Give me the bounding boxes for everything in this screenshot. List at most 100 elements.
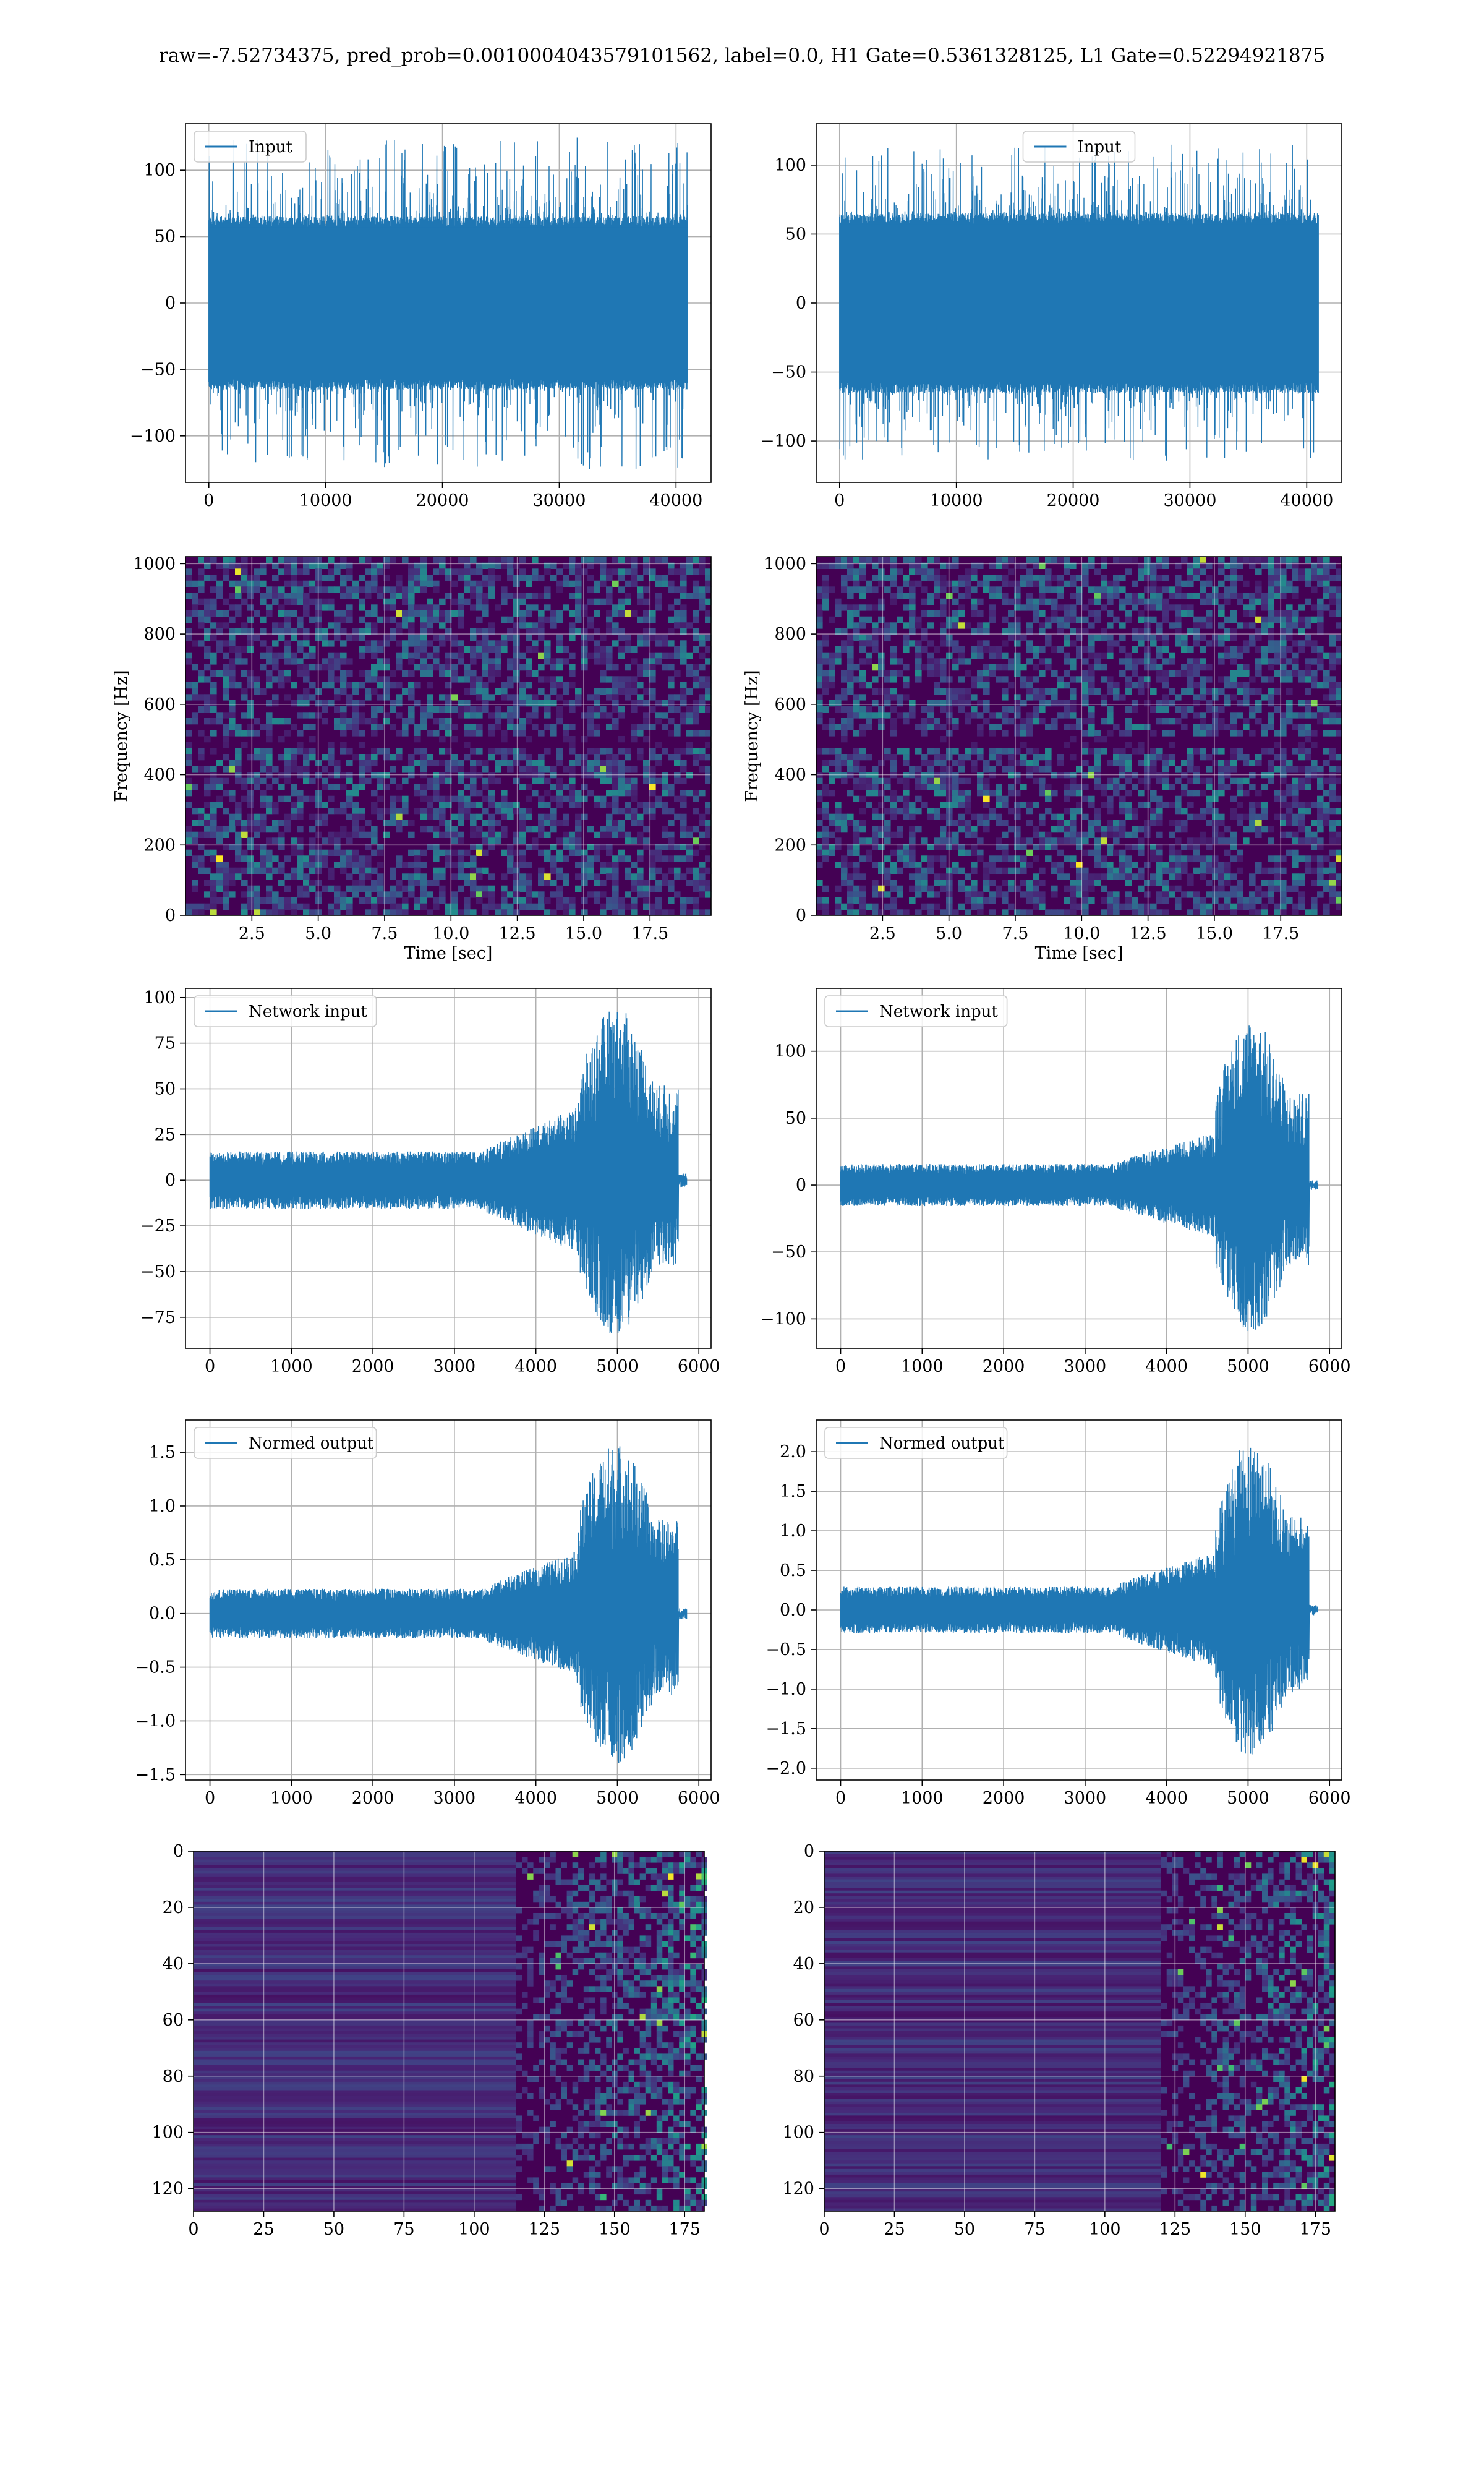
spectrogram-cell xyxy=(965,826,971,833)
spectrogram-cell xyxy=(989,724,996,730)
spectrogram-cell xyxy=(866,640,872,647)
x-tick-label: 15.0 xyxy=(565,924,602,943)
spectrogram-cell xyxy=(859,724,866,730)
spectrogram-cell xyxy=(328,658,335,665)
spectrogram-cell xyxy=(618,598,625,605)
spectrogram-cell xyxy=(835,837,842,844)
spectrogram-cell xyxy=(1026,694,1033,701)
spectrogram-cell xyxy=(216,562,223,569)
spectrogram-cell xyxy=(1051,646,1058,653)
spectrogram-cell xyxy=(680,700,687,707)
spectrogram-cell xyxy=(396,575,403,581)
spectrogram-cell xyxy=(482,628,489,635)
spectrogram-cell xyxy=(927,610,934,617)
spectrogram-cell xyxy=(458,790,464,797)
spectrogram-cell xyxy=(328,760,335,766)
spectrogram-cell xyxy=(971,646,978,653)
spectrogram-cell xyxy=(866,724,872,730)
spectrogram-cell xyxy=(507,844,514,850)
spectrogram-cell xyxy=(625,837,631,844)
spectrogram-cell xyxy=(470,777,477,784)
spectrogram-cell xyxy=(940,586,947,593)
spectrogram-cell xyxy=(940,598,947,605)
spectrogram-cell xyxy=(414,682,421,689)
spectrogram-cell xyxy=(637,873,644,880)
spectrogram-cell xyxy=(458,909,464,916)
spectrogram-cell xyxy=(390,808,396,815)
spectrogram-cell xyxy=(451,903,458,910)
spectrogram-cell xyxy=(1162,557,1169,563)
spectrogram-cell xyxy=(297,742,304,748)
spectrogram-cell xyxy=(532,837,539,844)
spectrogram-cell xyxy=(297,730,304,737)
spectrogram-cell xyxy=(241,562,248,569)
spectrogram-cell xyxy=(1286,760,1293,766)
spectrogram-cell xyxy=(254,688,260,695)
spectrogram-cell xyxy=(1162,760,1169,766)
spectrogram-cell xyxy=(829,586,835,593)
spectrogram-cell xyxy=(853,622,860,629)
spectrogram-cell xyxy=(229,724,236,730)
spectrogram-cell xyxy=(241,568,248,575)
spectrogram-cell xyxy=(1039,694,1046,701)
spectrogram-cell xyxy=(371,604,378,611)
spectrogram-cell xyxy=(365,855,372,862)
spectrogram-cell xyxy=(229,634,236,641)
spectrogram-cell xyxy=(340,575,347,581)
spectrogram-cell xyxy=(903,622,910,629)
spectrogram-cell xyxy=(556,640,563,647)
spectrogram-cell xyxy=(1243,610,1250,617)
spectrogram-cell xyxy=(544,712,551,719)
spectrogram-cell xyxy=(927,670,934,677)
spectrogram-cell xyxy=(1138,790,1145,797)
spectrogram-cell xyxy=(315,610,322,617)
spectrogram-cell xyxy=(940,670,947,677)
spectrogram-cell xyxy=(1181,557,1188,563)
spectrogram-cell xyxy=(866,784,872,790)
spectrogram-cell xyxy=(878,790,885,797)
spectrogram-cell xyxy=(1200,646,1206,653)
spectrogram-cell xyxy=(303,610,310,617)
spectrogram-cell xyxy=(643,610,650,617)
spectrogram-cell xyxy=(303,891,310,898)
spectrogram-cell xyxy=(662,557,668,563)
spectrogram-cell xyxy=(1175,640,1182,647)
spectrogram-cell xyxy=(705,754,712,761)
spectrogram-cell xyxy=(340,610,347,617)
spectrogram-cell xyxy=(996,557,1002,563)
spectrogram-cell xyxy=(569,742,576,748)
spectrogram-cell xyxy=(513,754,520,761)
spectrogram-cell xyxy=(921,575,928,581)
spectrogram-cell xyxy=(556,748,563,755)
spectrogram-cell xyxy=(1243,688,1250,695)
spectrogram-cell xyxy=(1193,682,1200,689)
spectrogram-cell xyxy=(1255,718,1262,725)
spectrogram-cell xyxy=(272,826,279,833)
spectrogram-cell xyxy=(1107,712,1114,719)
spectrogram-cell xyxy=(365,831,372,838)
spectrogram-cell xyxy=(1138,610,1145,617)
spectrogram-cell xyxy=(643,772,650,779)
spectrogram-cell xyxy=(829,670,835,677)
spectrogram-cell xyxy=(686,706,693,713)
spectrogram-cell xyxy=(1033,598,1039,605)
spectrogram-cell xyxy=(427,909,433,916)
spectrogram-cell xyxy=(390,724,396,730)
spectrogram-cell xyxy=(946,622,953,629)
spectrogram-cell xyxy=(996,795,1002,802)
spectrogram-cell xyxy=(822,724,829,730)
spectrogram-cell xyxy=(618,575,625,581)
spectrogram-cell xyxy=(513,575,520,581)
spectrogram-cell xyxy=(328,849,335,856)
spectrogram-cell xyxy=(513,646,520,653)
spectrogram-cell xyxy=(1206,598,1213,605)
spectrogram-cell xyxy=(451,831,458,838)
spectrogram-cell xyxy=(1261,562,1268,569)
spectrogram-cell xyxy=(927,557,934,563)
spectrogram-cell xyxy=(662,724,668,730)
spectrogram-cell xyxy=(420,748,427,755)
spectrogram-cell xyxy=(1206,820,1213,826)
spectrogram-cell xyxy=(223,562,229,569)
spectrogram-cell xyxy=(1292,616,1299,623)
spectrogram-cell xyxy=(284,628,291,635)
